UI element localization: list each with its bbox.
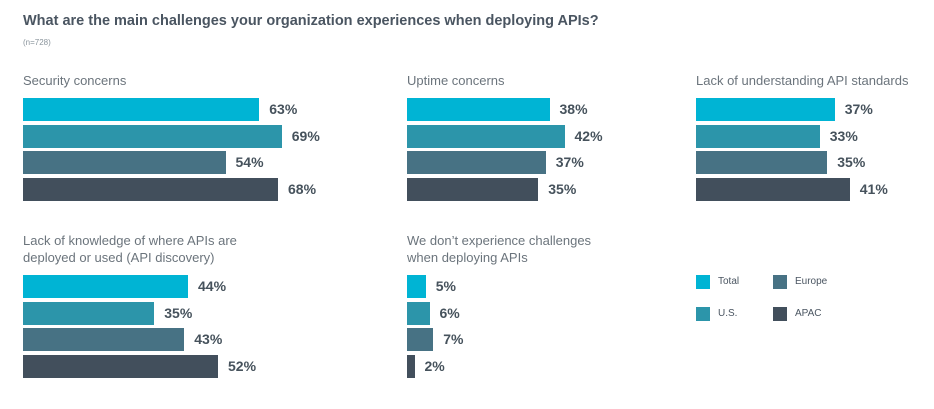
data-label: 7% bbox=[443, 331, 464, 347]
data-label: 35% bbox=[164, 304, 193, 321]
data-label: 52% bbox=[228, 357, 257, 374]
bar-total bbox=[407, 98, 550, 121]
bar-europe bbox=[23, 328, 185, 351]
legend-swatch bbox=[696, 307, 710, 321]
legend-label: Total bbox=[718, 276, 740, 287]
legend-swatch bbox=[773, 275, 787, 289]
data-label: 38% bbox=[559, 101, 588, 117]
legend-label: U.S. bbox=[718, 308, 738, 319]
group-label: Lack of knowledge of where APIs are deplo… bbox=[23, 232, 237, 266]
bar-europe bbox=[23, 151, 226, 174]
legend-swatch bbox=[696, 275, 710, 289]
bar-apac bbox=[23, 177, 278, 201]
bar-apac bbox=[696, 177, 850, 201]
bar-apac bbox=[407, 177, 539, 201]
group-label: We don’t experience challenges when deplo… bbox=[407, 232, 591, 266]
group-label-line: Lack of understanding API standards bbox=[696, 73, 909, 88]
data-label: 37% bbox=[844, 101, 873, 117]
data-label: 69% bbox=[291, 127, 320, 144]
data-label: 41% bbox=[859, 180, 888, 197]
data-label: 63% bbox=[269, 101, 298, 117]
bar-us bbox=[407, 124, 565, 148]
bar-us bbox=[23, 301, 155, 325]
bar-europe bbox=[696, 151, 828, 174]
group-label-line: We don’t experience challenges bbox=[407, 233, 592, 248]
group-label-line: Uptime concerns bbox=[407, 73, 505, 88]
chart-title: What are the main challenges your organi… bbox=[23, 13, 599, 29]
bar-us bbox=[407, 301, 430, 325]
legend-label: Europe bbox=[795, 276, 828, 287]
bar-total bbox=[23, 98, 260, 121]
data-label: 37% bbox=[555, 154, 584, 170]
data-label: 54% bbox=[235, 154, 264, 170]
bar-total bbox=[696, 98, 835, 121]
bar-apac bbox=[407, 354, 415, 378]
data-label: 5% bbox=[435, 278, 456, 294]
chart-subtitle: (n=728) bbox=[23, 38, 51, 47]
group-label-line: when deploying APIs bbox=[407, 250, 528, 265]
bar-us bbox=[696, 124, 820, 148]
data-label: 2% bbox=[424, 357, 445, 374]
data-label: 35% bbox=[548, 180, 577, 197]
bar-total bbox=[23, 275, 188, 298]
data-label: 35% bbox=[837, 154, 866, 170]
bar-europe bbox=[407, 328, 434, 351]
group-label: Lack of understanding API standards bbox=[696, 72, 908, 89]
legend-label: APAC bbox=[795, 308, 822, 319]
group-label-line: Lack of knowledge of where APIs are bbox=[23, 233, 237, 248]
group-label: Uptime concerns bbox=[407, 72, 505, 89]
bar-europe bbox=[407, 151, 546, 174]
data-label: 43% bbox=[194, 331, 223, 347]
group-label-line: deployed or used (API discovery) bbox=[23, 250, 215, 265]
bar-total bbox=[407, 275, 426, 298]
legend-swatch bbox=[773, 307, 787, 321]
data-label: 6% bbox=[439, 304, 460, 321]
bar-us bbox=[23, 124, 282, 148]
group-label-line: Security concerns bbox=[23, 73, 127, 88]
group-label: Security concerns bbox=[23, 72, 126, 89]
data-label: 44% bbox=[198, 278, 227, 294]
bar-apac bbox=[23, 354, 218, 378]
data-label: 68% bbox=[288, 180, 317, 197]
data-label: 33% bbox=[829, 127, 858, 144]
data-label: 42% bbox=[574, 127, 603, 144]
